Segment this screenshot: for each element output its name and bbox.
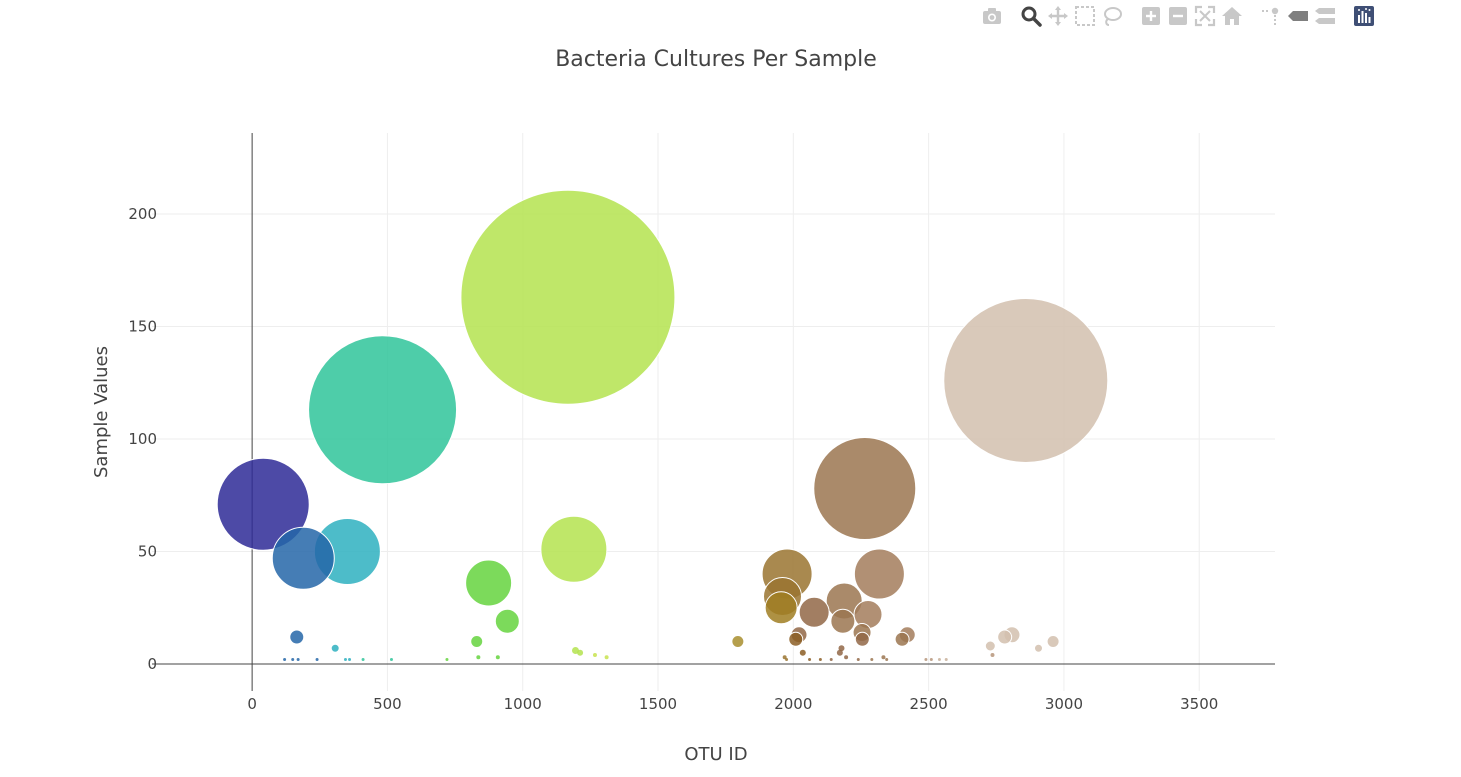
bubble-point[interactable] <box>937 658 941 661</box>
lasso-icon[interactable] <box>1098 4 1125 28</box>
modebar-group-hover <box>1257 4 1338 28</box>
zero-lines <box>152 133 1275 691</box>
reset-axes-icon[interactable] <box>1218 4 1245 28</box>
bubble-point[interactable] <box>924 658 928 661</box>
box-select-icon[interactable] <box>1071 4 1098 28</box>
bubble-point[interactable] <box>853 548 905 600</box>
x-tick-label: 3000 <box>1045 695 1083 713</box>
plotly-logo-icon[interactable] <box>1350 4 1377 28</box>
bubble-point[interactable] <box>813 437 917 540</box>
x-tick-label: 2500 <box>910 695 948 713</box>
bubble-point[interactable] <box>929 658 933 661</box>
bubble-point[interactable] <box>836 649 843 656</box>
bubble-point[interactable] <box>830 608 856 634</box>
bubble-point[interactable] <box>470 635 484 648</box>
bubble-point[interactable] <box>829 658 833 661</box>
y-tick-label: 100 <box>128 430 157 448</box>
y-tick-label: 200 <box>128 205 157 223</box>
bubble-point[interactable] <box>343 658 347 661</box>
bubble-point[interactable] <box>289 629 305 645</box>
bubble-point[interactable] <box>881 655 886 660</box>
bubble-point[interactable] <box>799 649 806 656</box>
bubble-point[interactable] <box>997 629 1013 645</box>
bubble-point[interactable] <box>782 655 787 660</box>
bubble-point[interactable] <box>348 658 352 661</box>
bubble-point[interactable] <box>271 526 335 590</box>
bubble-point[interactable] <box>604 655 609 660</box>
x-tick-label: 1000 <box>504 695 542 713</box>
x-tick-label: 2000 <box>774 695 812 713</box>
bubble-point[interactable] <box>798 596 830 628</box>
bubble-point[interactable] <box>1033 643 1043 653</box>
bubble-point[interactable] <box>788 631 804 647</box>
y-tick-label: 0 <box>147 655 157 673</box>
modebar-group-drag <box>1017 4 1125 28</box>
bubble-point[interactable] <box>577 649 584 656</box>
hover-compare-icon[interactable] <box>1311 4 1338 28</box>
bubble-point[interactable] <box>476 655 481 660</box>
chart-title: Bacteria Cultures Per Sample <box>555 47 877 72</box>
modebar-group-export <box>978 4 1005 28</box>
bubble-point[interactable] <box>361 658 365 661</box>
camera-icon[interactable] <box>978 4 1005 28</box>
x-tick-label: 500 <box>373 695 402 713</box>
modebar-toolbar <box>966 4 1377 28</box>
tick-labels: 0 500 1000 1500 2000 2500 3000 3500 0 50 100 150 200 <box>128 205 1218 713</box>
x-tick-label: 0 <box>247 695 257 713</box>
bubble-point[interactable] <box>494 608 520 634</box>
bubble-point[interactable] <box>592 653 597 657</box>
bubble-point[interactable] <box>540 515 608 583</box>
bubble-point[interactable] <box>870 658 874 661</box>
y-tick-label: 150 <box>128 318 157 336</box>
bubble-point[interactable] <box>1046 635 1060 648</box>
bubble-point[interactable] <box>389 658 393 661</box>
x-tick-label: 3500 <box>1180 695 1218 713</box>
bubble-point[interactable] <box>785 658 789 661</box>
pan-icon[interactable] <box>1044 4 1071 28</box>
bubble-point[interactable] <box>808 658 812 661</box>
bubble-point[interactable] <box>856 658 860 661</box>
bubble-point[interactable] <box>216 457 310 551</box>
bubble-point[interactable] <box>764 591 798 625</box>
x-axis-title: OTU ID <box>684 744 747 765</box>
bubbles[interactable] <box>216 189 1109 661</box>
bubble-point[interactable] <box>943 298 1109 463</box>
bubble-point[interactable] <box>460 189 676 405</box>
zoom-in-icon[interactable] <box>1137 4 1164 28</box>
bubble-point[interactable] <box>283 658 287 661</box>
bubble-point[interactable] <box>818 658 822 661</box>
bubble-point[interactable] <box>731 635 745 648</box>
bubble-point[interactable] <box>885 658 889 661</box>
modebar-group-zoom <box>1137 4 1245 28</box>
bubble-point[interactable] <box>844 655 849 660</box>
bubble-point[interactable] <box>308 335 458 485</box>
bubble-point[interactable] <box>445 658 449 661</box>
y-axis-title: Sample Values <box>91 346 112 478</box>
spike-lines-icon[interactable] <box>1257 4 1284 28</box>
bubble-point[interactable] <box>944 658 948 661</box>
autoscale-icon[interactable] <box>1191 4 1218 28</box>
hover-closest-icon[interactable] <box>1284 4 1311 28</box>
y-tick-label: 50 <box>138 543 157 561</box>
bubble-point[interactable] <box>990 653 995 657</box>
bubble-point[interactable] <box>838 645 845 652</box>
bubble-point[interactable] <box>894 631 910 647</box>
bubble-point[interactable] <box>984 640 996 652</box>
bubble-point[interactable] <box>465 559 513 607</box>
bubble-point[interactable] <box>330 643 340 653</box>
bubble-point[interactable] <box>495 655 500 660</box>
x-tick-label: 1500 <box>639 695 677 713</box>
bubble-point[interactable] <box>296 658 300 661</box>
zoom-out-icon[interactable] <box>1164 4 1191 28</box>
bubble-point[interactable] <box>315 658 319 661</box>
zoom-icon[interactable] <box>1017 4 1044 28</box>
modebar-group-logo <box>1350 4 1377 28</box>
bubble-point[interactable] <box>854 631 870 647</box>
bubble-point[interactable] <box>291 658 295 661</box>
